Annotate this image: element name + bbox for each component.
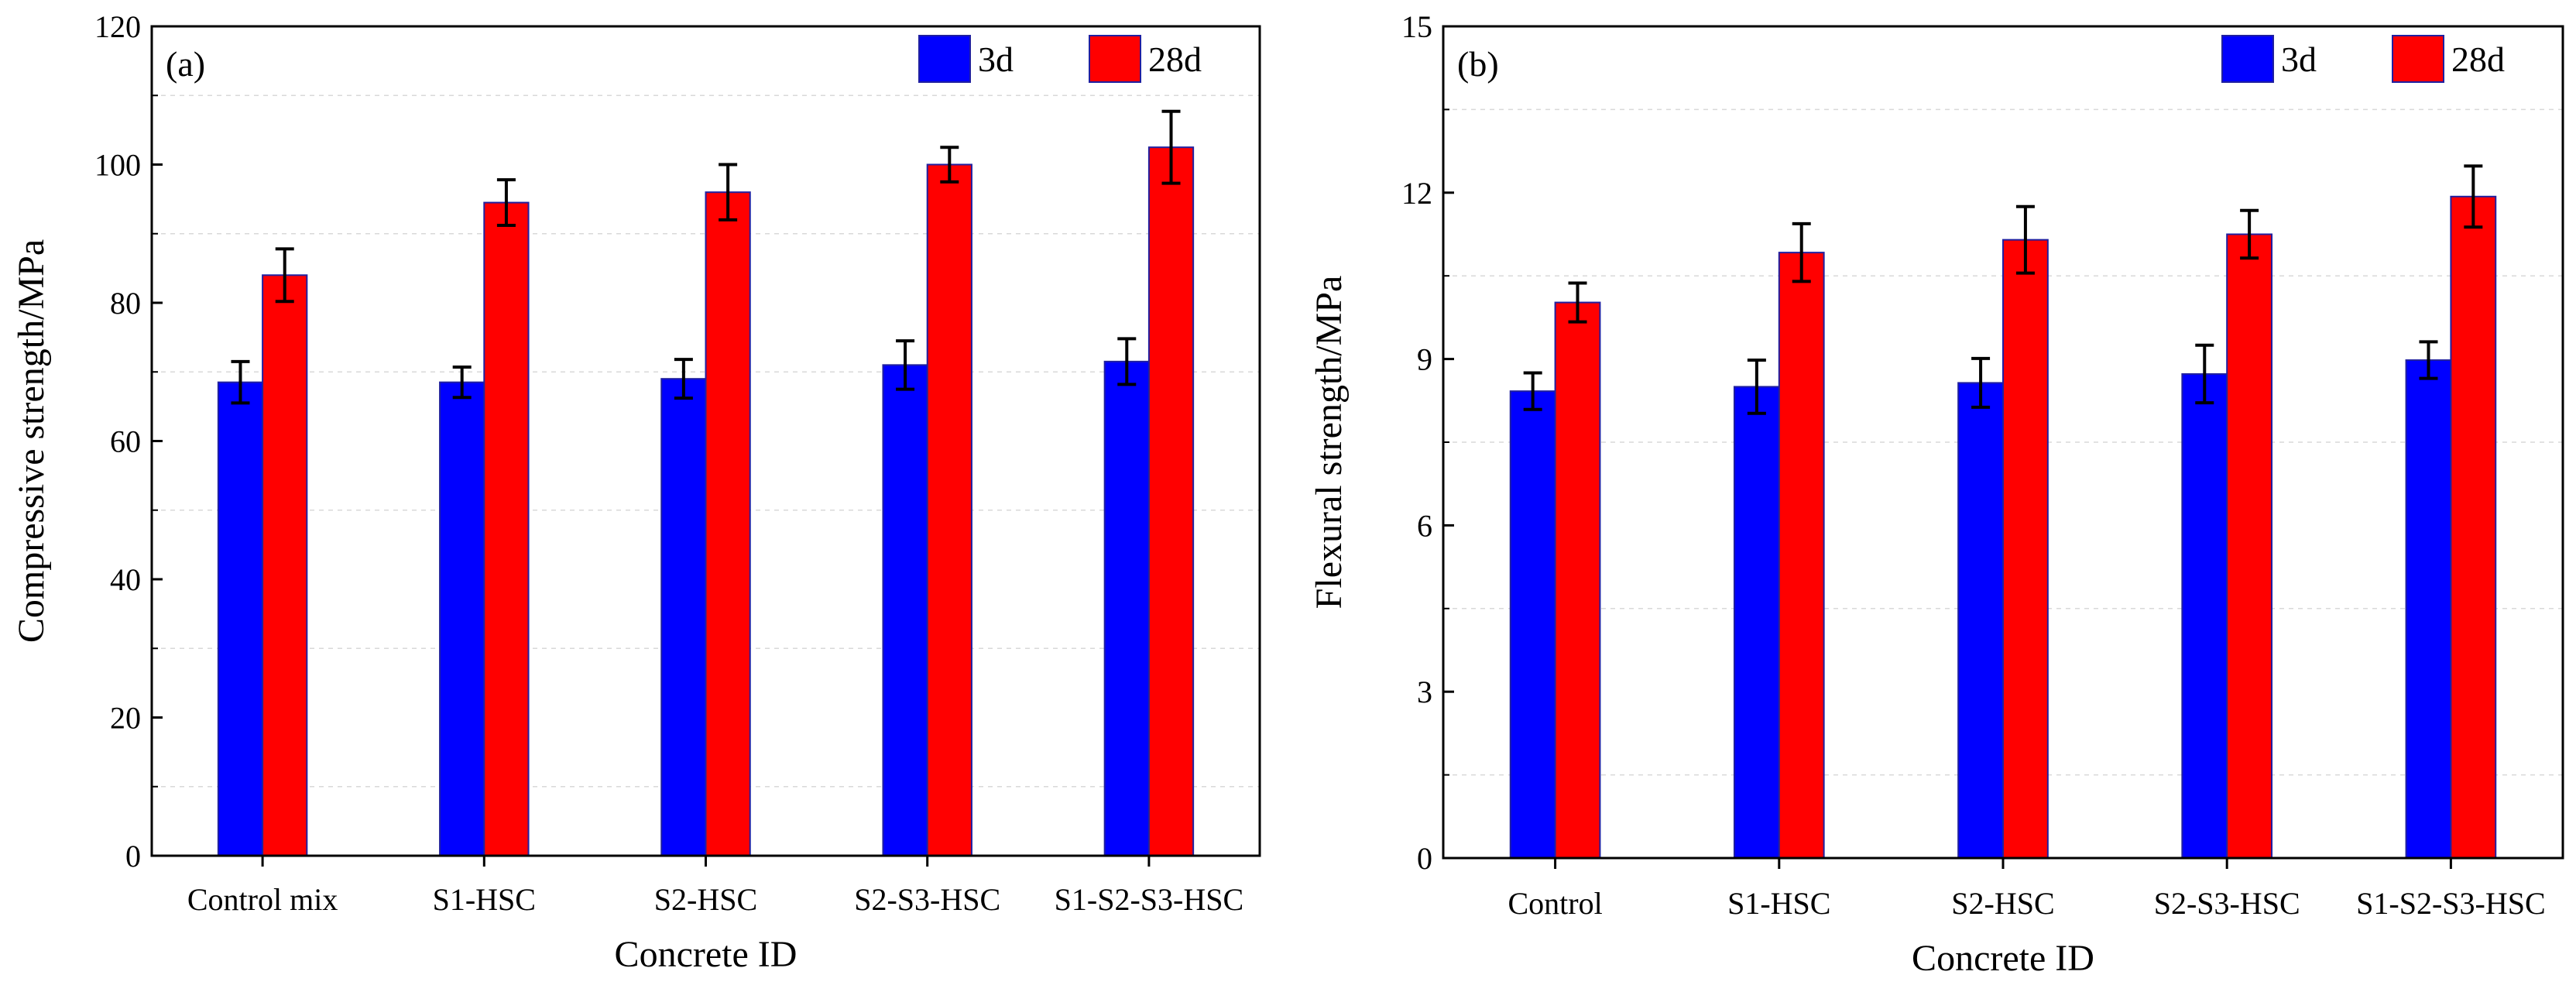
panel-tag: (a) bbox=[166, 44, 205, 84]
error-bar bbox=[2464, 164, 2483, 229]
legend-label-3d: 3d bbox=[2281, 39, 2317, 79]
bar-28d-control bbox=[1554, 301, 1601, 859]
x-axis-title: Concrete ID bbox=[1912, 938, 2094, 979]
error-bar bbox=[1568, 281, 1587, 324]
x-tick-label: S2-S3-HSC bbox=[2154, 886, 2300, 921]
bar-28d-s2-s3-hsc bbox=[926, 163, 972, 857]
legend: 3d 28d bbox=[2221, 35, 2505, 83]
bar-28d-s2-s3-hsc bbox=[2226, 233, 2273, 859]
error-bar bbox=[275, 247, 294, 304]
bar-3d-s2-s3-hsc bbox=[2181, 372, 2228, 859]
bar-28d-s1-hsc bbox=[483, 201, 530, 857]
legend-label-3d: 3d bbox=[978, 39, 1014, 79]
y-tick-label: 40 bbox=[110, 562, 141, 597]
legend-swatch-3d bbox=[2221, 35, 2274, 83]
error-bar bbox=[1161, 109, 1181, 185]
bar-3d-s2-s3-hsc bbox=[882, 364, 928, 857]
bar-28d-s1-s2-s3-hsc bbox=[1147, 146, 1195, 857]
error-bar bbox=[674, 358, 693, 400]
error-bar bbox=[719, 163, 738, 221]
y-tick-label: 9 bbox=[1417, 342, 1432, 377]
bar-3d-s1-hsc bbox=[439, 381, 485, 857]
error-bar bbox=[896, 339, 915, 391]
x-tick-label: S2-HSC bbox=[1951, 886, 2054, 921]
y-tick-label: 0 bbox=[1417, 841, 1432, 876]
x-tick-label: S1-S2-S3-HSC bbox=[2356, 886, 2546, 921]
error-bar bbox=[2240, 208, 2259, 260]
y-tick-label: 0 bbox=[125, 839, 141, 874]
error-bar bbox=[231, 359, 250, 405]
y-tick-label: 20 bbox=[110, 701, 141, 736]
y-tick-label: 100 bbox=[94, 148, 141, 183]
y-tick-label: 3 bbox=[1417, 675, 1432, 709]
error-bar bbox=[1747, 359, 1766, 415]
chart-panel-a: 0 20 40 60 80 100 120 Control mix S1-HSC S2-HSC S2… bbox=[11, 9, 1261, 975]
bar-28d-s1-s2-s3-hsc bbox=[2450, 195, 2497, 859]
legend-swatch-28d bbox=[2392, 35, 2444, 83]
panel-tag: (b) bbox=[1457, 44, 1499, 84]
error-bar bbox=[452, 366, 472, 400]
y-tick-label: 120 bbox=[94, 9, 141, 44]
bar-3d-s2-hsc bbox=[1957, 382, 2004, 859]
error-bar bbox=[2419, 340, 2438, 380]
x-tick-label: S2-HSC bbox=[654, 882, 757, 917]
error-bar bbox=[1523, 371, 1542, 411]
bar-3d-s2-hsc bbox=[660, 378, 707, 857]
bar-3d-s1-hsc bbox=[1733, 386, 1780, 859]
bar-3d-control-mix bbox=[217, 381, 264, 857]
error-bar bbox=[1792, 221, 1811, 283]
error-bar bbox=[496, 178, 516, 228]
x-tick-label: S1-S2-S3-HSC bbox=[1055, 882, 1244, 917]
x-tick-label: S1-HSC bbox=[1727, 886, 1830, 921]
x-tick-label: S1-HSC bbox=[433, 882, 536, 917]
chart-panel-b: 0 3 6 9 12 15 Control S1-HSC S2-HSC S2-S3-HSC S1-S… bbox=[1309, 9, 2564, 979]
error-bar bbox=[2195, 343, 2214, 405]
error-bar bbox=[1971, 356, 1991, 409]
legend: 3d 28d bbox=[918, 35, 1202, 83]
bar-3d-s1-s2-s3-hsc bbox=[2405, 359, 2452, 860]
bar-28d-s1-hsc bbox=[1778, 252, 1825, 859]
bar-28d-s2-hsc bbox=[705, 191, 751, 857]
y-tick-label: 80 bbox=[110, 286, 141, 321]
legend-label-28d: 28d bbox=[2451, 39, 2505, 79]
x-tick-label: Control bbox=[1508, 886, 1602, 921]
x-tick-label: S2-S3-HSC bbox=[854, 882, 1000, 917]
y-tick-label: 15 bbox=[1401, 9, 1432, 44]
y-axis-title: Flexural strength/MPa bbox=[1309, 276, 1350, 609]
bar-3d-s1-s2-s3-hsc bbox=[1103, 360, 1150, 857]
y-tick-label: 6 bbox=[1417, 508, 1432, 543]
y-axis-title: Compressive strength/MPa bbox=[11, 239, 52, 643]
error-bar bbox=[2015, 204, 2035, 275]
x-axis-title: Concrete ID bbox=[615, 934, 797, 975]
bar-3d-control bbox=[1509, 390, 1556, 859]
error-bar bbox=[940, 146, 959, 184]
bar-28d-s2-hsc bbox=[2002, 239, 2049, 860]
x-tick-label: Control mix bbox=[187, 882, 338, 917]
bar-28d-control-mix bbox=[262, 274, 308, 857]
error-bar bbox=[1117, 337, 1137, 386]
legend-swatch-28d bbox=[1089, 35, 1141, 83]
legend-label-28d: 28d bbox=[1148, 39, 1202, 79]
legend-swatch-3d bbox=[918, 35, 971, 83]
y-tick-label: 12 bbox=[1401, 176, 1432, 211]
y-tick-label: 60 bbox=[110, 424, 141, 459]
